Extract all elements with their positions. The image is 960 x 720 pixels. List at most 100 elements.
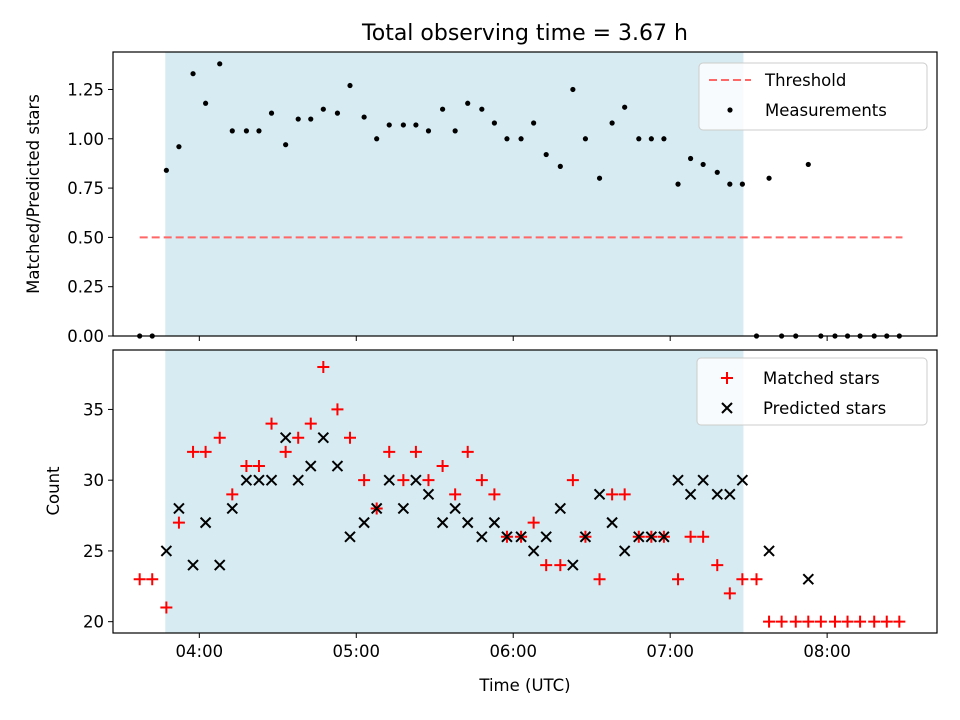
measurement-point-9 [256, 128, 262, 134]
measurement-point-18 [374, 136, 380, 142]
matched-point-2 [160, 601, 173, 614]
matched-point-32 [554, 559, 567, 572]
predicted-point-39 [672, 474, 684, 486]
measurement-point-26 [479, 106, 485, 112]
predicted-point-37 [645, 531, 658, 543]
measurement-point-14 [320, 106, 326, 112]
y-tick-label-1-1: 25 [83, 542, 104, 561]
matched-point-31 [540, 559, 553, 572]
measurement-point-11 [283, 142, 289, 148]
predicted-point-41 [697, 474, 709, 486]
matched-point-55 [854, 615, 867, 628]
measurement-point-42 [687, 155, 694, 162]
matched-point-58 [893, 615, 906, 628]
y-tick-label-0-1: 0.25 [67, 278, 104, 297]
measurement-point-8 [243, 128, 250, 134]
predicted-point-16 [370, 502, 383, 515]
predicted-point-21 [436, 516, 449, 529]
measurement-point-5 [203, 100, 209, 106]
x-tick-label-1: 05:00 [332, 642, 380, 661]
matched-point-54 [841, 615, 854, 628]
measurement-point-20 [400, 122, 406, 128]
legend-matched-swatch [721, 372, 733, 384]
predicted-point-35 [618, 545, 631, 557]
measurement-point-34 [582, 136, 589, 142]
y-tick-label-1-2: 30 [83, 471, 104, 490]
matched-point-11 [279, 445, 292, 458]
predicted-point-1 [173, 502, 185, 515]
measurement-point-28 [504, 136, 510, 142]
measurement-point-45 [727, 181, 733, 187]
measurement-point-22 [425, 128, 432, 134]
matched-point-41 [672, 573, 685, 586]
matched-point-3 [172, 516, 185, 529]
predicted-point-3 [199, 516, 212, 529]
measurement-point-17 [361, 114, 367, 120]
legend-count: Matched stars Predicted stars [696, 357, 928, 426]
legend-ratio-box [698, 62, 928, 131]
predicted-point-24 [476, 531, 488, 543]
legend-measurements-swatch [727, 107, 733, 113]
matched-point-36 [606, 488, 619, 501]
matched-point-25 [461, 445, 474, 458]
predicted-point-13 [331, 460, 344, 472]
chart-title: Total observing time = 3.67 h [361, 21, 688, 46]
predicted-point-7 [253, 474, 265, 486]
matched-point-43 [697, 530, 710, 543]
measurement-point-4 [190, 71, 196, 77]
predicted-point-0 [160, 545, 173, 557]
predicted-point-36 [633, 531, 645, 543]
matched-point-15 [331, 403, 344, 416]
matched-point-8 [240, 460, 253, 473]
measurement-point-19 [386, 122, 392, 128]
predicted-point-12 [317, 432, 330, 444]
legend-measurements-label: Measurements [765, 101, 887, 120]
predicted-point-40 [684, 488, 697, 501]
predicted-point-18 [397, 502, 410, 515]
matched-point-30 [527, 516, 540, 529]
y-tick-label-1-3: 35 [83, 400, 104, 419]
legend-predicted-swatch [721, 402, 733, 414]
matched-point-10 [265, 417, 278, 430]
measurement-point-16 [347, 82, 353, 89]
measurement-point-33 [570, 86, 576, 93]
y-tick-label-0-0: 0.00 [67, 327, 104, 346]
predicted-point-25 [488, 516, 501, 529]
matched-point-24 [449, 488, 462, 501]
measurement-point-38 [636, 136, 642, 142]
y-axis-label-count: Count [44, 466, 63, 516]
predicted-point-26 [501, 531, 513, 543]
matched-point-4 [187, 445, 200, 458]
measurement-point-29 [518, 136, 524, 142]
predicted-point-8 [265, 474, 278, 486]
measurement-point-44 [714, 169, 720, 175]
y-tick-label-0-2: 0.50 [67, 228, 104, 247]
matched-point-48 [763, 615, 776, 628]
x-tick-label-4: 08:00 [803, 642, 851, 661]
matched-point-57 [880, 615, 893, 628]
predicted-point-32 [579, 531, 592, 543]
matched-point-14 [317, 360, 330, 373]
y-axis-label-ratio: Matched/Predicted stars [24, 94, 43, 294]
matched-point-35 [593, 573, 606, 586]
matched-point-12 [292, 431, 305, 444]
predicted-point-38 [658, 531, 670, 543]
predicted-point-11 [305, 460, 317, 472]
predicted-point-22 [449, 502, 461, 515]
predicted-point-31 [567, 559, 579, 571]
predicted-point-19 [410, 474, 422, 486]
y-tick-label-0-5: 1.25 [67, 80, 104, 99]
legend-ratio: Threshold Measurements [698, 62, 928, 131]
predicted-point-4 [214, 559, 226, 571]
matched-point-13 [304, 417, 317, 430]
predicted-point-23 [462, 516, 474, 529]
matched-point-16 [343, 431, 356, 444]
measurement-point-7 [229, 128, 235, 134]
measurement-point-30 [531, 120, 537, 126]
measurement-point-6 [217, 61, 223, 67]
x-tick-label-2: 06:00 [489, 642, 537, 661]
measurement-point-25 [465, 100, 471, 106]
matched-point-50 [789, 615, 802, 628]
observing-window-0 [165, 52, 744, 336]
measurement-point-24 [452, 128, 458, 134]
